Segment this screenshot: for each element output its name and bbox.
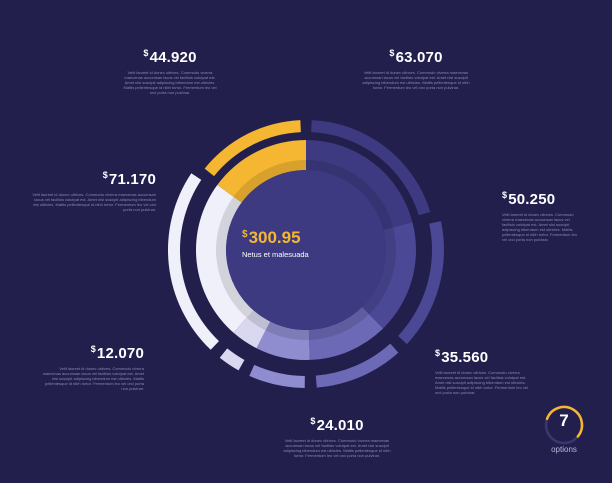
slice-label-bottom-right: $35.560 Velit laoreet id donec ultrices.… — [435, 348, 535, 395]
slice-description: Velit laoreet id donec ultrices. Commodo… — [123, 70, 217, 95]
center-disc — [226, 170, 386, 330]
center-subtitle: Netus et malesuada — [242, 250, 309, 259]
slice-description: Velit laoreet id donec ultrices. Commodo… — [283, 438, 391, 458]
slice-label-top-left: $44.920 Velit laoreet id donec ultrices.… — [120, 48, 220, 95]
slice-description: Velit laoreet id donec ultrices. Commodo… — [435, 370, 528, 395]
outer-arc — [249, 364, 305, 388]
pie-slice — [217, 140, 306, 203]
slice-value: $35.560 — [435, 348, 489, 366]
slice-label-right: $50.250 Velit laoreet id donec ultrices.… — [502, 190, 578, 242]
inner-ring-segment — [233, 160, 306, 203]
outer-arcs-layer — [168, 120, 444, 388]
inner-ring-segment — [308, 307, 370, 340]
options-badge-ring — [544, 405, 584, 445]
slice-value: $12.070 — [90, 344, 144, 362]
options-label: options — [551, 445, 577, 454]
slice-label-left: $71.170 Velit laoreet id donec ultrices.… — [30, 170, 156, 212]
inner-ring-segment — [306, 160, 394, 230]
center-label: $300.95 Netus et malesuada — [242, 228, 362, 259]
outer-arc — [311, 120, 431, 216]
slice-label-bottom-left: $12.070 Velit laoreet id donec ultrices.… — [42, 344, 144, 391]
inner-ring-segment — [362, 227, 396, 315]
outer-arc — [204, 120, 301, 177]
inner-ring-segment — [216, 196, 254, 318]
slice-description: Velit laoreet id donec ultrices. Commodo… — [32, 192, 156, 212]
outer-arc — [219, 348, 245, 371]
inner-ring-segment — [265, 321, 310, 340]
inner-ring-layer — [216, 160, 396, 340]
slice-label-top-right: $63.070 Velit laoreet id donec ultrices.… — [360, 48, 472, 90]
slice-description: Velit laoreet id donec ultrices. Commodo… — [502, 212, 577, 242]
outer-arc — [315, 343, 399, 388]
slice-description: Velit laoreet id donec ultrices. Commodo… — [362, 70, 470, 90]
inner-ring-segment — [246, 310, 270, 331]
outer-arc — [168, 173, 219, 350]
outer-arc — [398, 221, 444, 345]
slice-value: $71.170 — [102, 170, 156, 188]
slice-label-bottom: $24.010 Velit laoreet id donec ultrices.… — [282, 416, 392, 458]
options-count: 7 — [559, 411, 569, 430]
slice-value: $63.070 — [389, 48, 443, 66]
slice-description: Velit laoreet id donec ultrices. Commodo… — [42, 366, 144, 391]
slice-value: $50.250 — [502, 190, 556, 208]
pie-slice — [308, 307, 384, 360]
center-total-value: $300.95 — [242, 228, 301, 247]
slice-value: $24.010 — [310, 416, 364, 434]
slice-value: $44.920 — [143, 48, 197, 66]
